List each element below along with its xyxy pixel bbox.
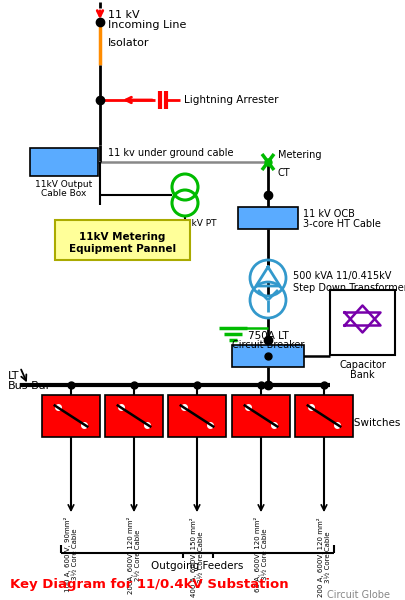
Text: Step Down Transformer: Step Down Transformer xyxy=(293,283,405,293)
Text: Equipment Pannel: Equipment Pannel xyxy=(69,244,176,254)
Text: LT Switches: LT Switches xyxy=(340,418,401,428)
Text: 11kV Output: 11kV Output xyxy=(35,180,93,189)
Text: Capacitor: Capacitor xyxy=(339,360,386,370)
Text: 200 A, 600V, 120 mm²
3½ Core Cable: 200 A, 600V, 120 mm² 3½ Core Cable xyxy=(317,517,331,596)
Text: LT: LT xyxy=(8,371,19,381)
Text: 11 kv under ground cable: 11 kv under ground cable xyxy=(108,148,234,158)
Bar xyxy=(30,148,98,176)
Text: 11kV Metering: 11kV Metering xyxy=(79,232,166,242)
Bar xyxy=(168,395,226,437)
Text: Metering: Metering xyxy=(278,150,322,160)
Bar xyxy=(295,395,353,437)
Text: Lightning Arrester: Lightning Arrester xyxy=(184,95,279,105)
Text: Isolator: Isolator xyxy=(108,86,144,96)
Text: Bus-Bar: Bus-Bar xyxy=(8,381,51,391)
Text: 3-core HT Cable: 3-core HT Cable xyxy=(303,219,381,229)
Text: Key Diagram for 11/0.4kV Substation: Key Diagram for 11/0.4kV Substation xyxy=(10,578,289,591)
Bar xyxy=(42,395,100,437)
Text: Bank: Bank xyxy=(350,370,375,380)
Text: CT: CT xyxy=(278,168,291,178)
Text: Circuit Breaker: Circuit Breaker xyxy=(232,340,304,350)
Bar xyxy=(55,220,190,260)
Text: Outgoing Feeders: Outgoing Feeders xyxy=(151,561,244,571)
Bar xyxy=(232,345,304,367)
Text: 400 A, 600V, 150 mm²
3½ Core Cable: 400 A, 600V, 150 mm² 3½ Core Cable xyxy=(190,517,204,596)
Text: 11 kV OCB: 11 kV OCB xyxy=(303,209,355,219)
Text: Isolator: Isolator xyxy=(108,38,149,48)
Text: Circuit Globe: Circuit Globe xyxy=(327,590,390,600)
Bar xyxy=(330,290,395,355)
Text: 200A, 600V, 120 mm²
2½ Core Cable: 200A, 600V, 120 mm² 2½ Core Cable xyxy=(127,517,141,595)
Text: 63 A, 600V, 120 mm²
3½ Core Cable: 63 A, 600V, 120 mm² 3½ Core Cable xyxy=(254,517,268,592)
Text: 500 kVA 11/0.415kV: 500 kVA 11/0.415kV xyxy=(293,271,391,281)
Bar xyxy=(105,395,163,437)
Text: 11/0.11 kV PT: 11/0.11 kV PT xyxy=(154,219,216,228)
Text: 750A LT: 750A LT xyxy=(247,331,288,341)
Text: 100 A, 600 V, 90mm²
3½ Core Cable: 100 A, 600 V, 90mm² 3½ Core Cable xyxy=(64,517,78,592)
Text: Cable Box: Cable Box xyxy=(41,189,87,198)
Text: 11 kV: 11 kV xyxy=(108,10,140,20)
Bar xyxy=(232,395,290,437)
Bar xyxy=(238,207,298,229)
Text: Incoming Line: Incoming Line xyxy=(108,20,186,30)
